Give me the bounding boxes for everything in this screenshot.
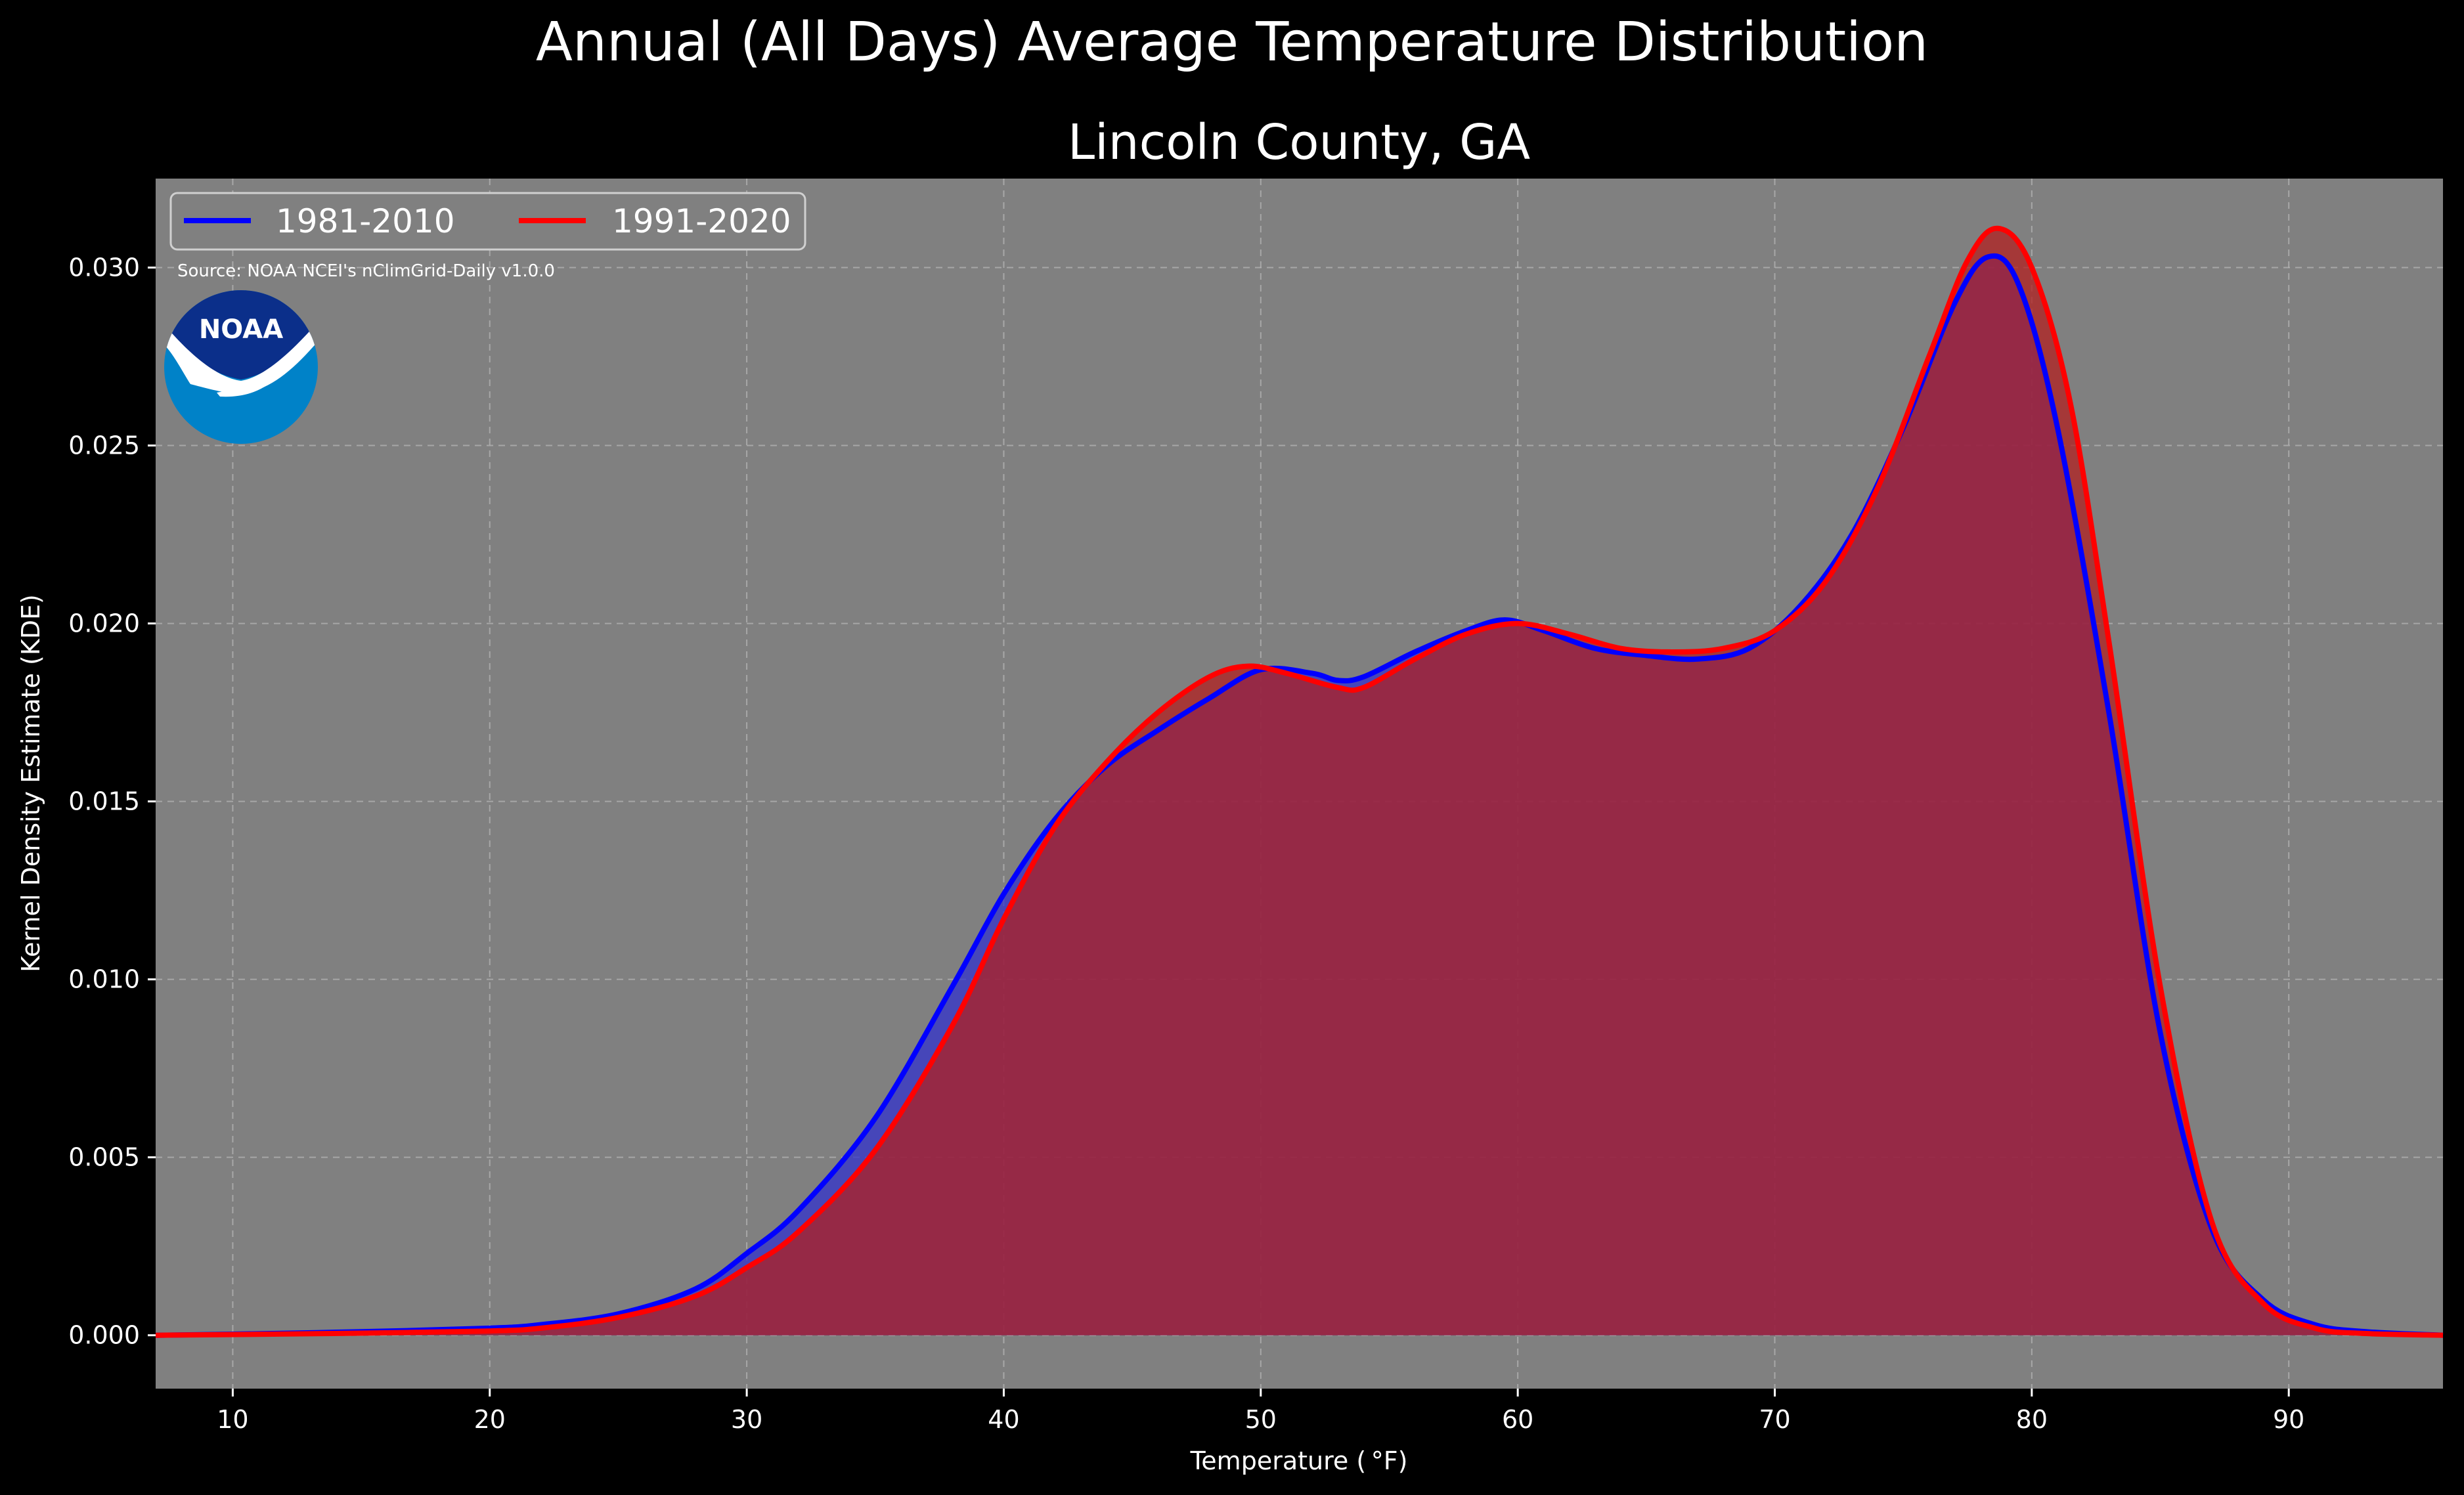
x-axis-ticks: 10 20 30 40 50 60 70 80 90 (217, 1389, 2304, 1434)
x-tick-label: 70 (1759, 1405, 1790, 1434)
x-tick-label: 80 (2016, 1405, 2048, 1434)
line-1991-2020 (155, 225, 2444, 1338)
y-tick-label: 0.000 (68, 1321, 140, 1350)
legend-label-1981-2010: 1981-2010 (276, 202, 455, 240)
y-tick-label: 0.020 (68, 609, 140, 638)
y-tick-label: 0.025 (68, 431, 140, 460)
noaa-logo: NOAA (164, 290, 318, 444)
y-tick-label: 0.030 (68, 253, 140, 282)
y-axis-label: Kernel Density Estimate (KDE) (16, 594, 45, 972)
x-axis-label: Temperature ( °F) (1190, 1446, 1408, 1475)
x-tick-label: 40 (988, 1405, 1019, 1434)
y-tick-label: 0.005 (68, 1143, 140, 1172)
y-axis-ticks: 0.000 0.005 0.010 0.015 0.020 0.025 0.030 (68, 253, 156, 1350)
x-tick-label: 90 (2273, 1405, 2304, 1434)
y-tick-label: 0.010 (68, 965, 140, 994)
noaa-logo-text: NOAA (199, 314, 283, 345)
y-tick-label: 0.015 (68, 787, 140, 816)
legend-box (169, 192, 806, 251)
source-note: Source: NOAA NCEI's nClimGrid-Daily v1.0… (177, 261, 555, 281)
x-tick-label: 60 (1502, 1405, 1533, 1434)
chart-subtitle: Lincoln County, GA (1068, 114, 1531, 171)
x-tick-label: 30 (731, 1405, 762, 1434)
chart-title: Annual (All Days) Average Temperature Di… (536, 11, 1928, 74)
x-tick-label: 50 (1245, 1405, 1277, 1434)
line-1981-2010 (155, 253, 2444, 1338)
legend-label-1991-2020: 1991-2020 (612, 202, 791, 240)
legend: 1981-2010 1991-2020 (169, 192, 806, 251)
x-tick-label: 10 (217, 1405, 248, 1434)
series-lines (155, 225, 2444, 1338)
x-tick-label: 20 (474, 1405, 506, 1434)
